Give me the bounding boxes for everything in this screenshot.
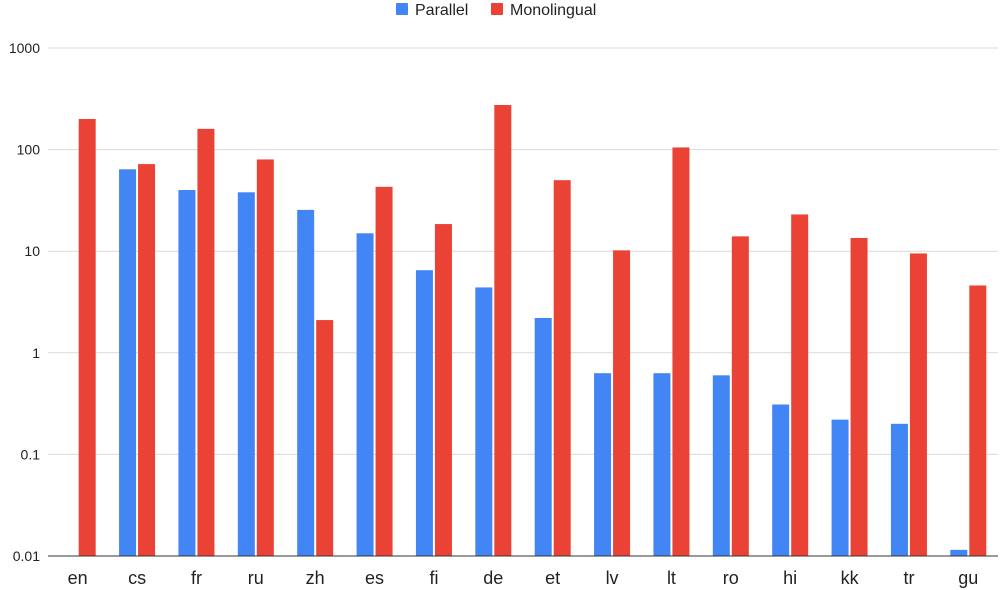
- x-tick-label: gu: [958, 568, 978, 588]
- x-tick-label: cs: [128, 568, 146, 588]
- x-tick-label: kk: [841, 568, 860, 588]
- bar-parallel-hi: [772, 404, 790, 556]
- bar-monolingual-zh: [316, 320, 334, 556]
- bar-monolingual-cs: [138, 164, 156, 556]
- bar-parallel-es: [356, 233, 374, 556]
- bar-monolingual-en: [78, 119, 96, 556]
- x-tick-label: ro: [723, 568, 739, 588]
- legend: Parallel Monolingual: [396, 2, 596, 19]
- bar-monolingual-hi: [791, 214, 809, 556]
- legend-swatch-monolingual: [491, 3, 503, 15]
- x-tick-label: es: [365, 568, 384, 588]
- x-tick-label: hi: [783, 568, 797, 588]
- y-tick-label: 100: [17, 142, 41, 158]
- bar-monolingual-fi: [434, 224, 452, 556]
- x-tick-label: fi: [429, 568, 438, 588]
- x-tick-label: zh: [306, 568, 325, 588]
- x-tick-label: de: [483, 568, 503, 588]
- bar-parallel-de: [475, 287, 493, 556]
- legend-label-monolingual: Monolingual: [510, 2, 596, 19]
- bar-parallel-cs: [119, 169, 137, 556]
- bar-monolingual-ro: [731, 236, 749, 556]
- x-tick-label: tr: [903, 568, 914, 588]
- bar-monolingual-ru: [256, 159, 274, 557]
- bar-parallel-gu: [950, 549, 968, 556]
- bar-parallel-fi: [415, 270, 433, 556]
- x-tick-label: ru: [248, 568, 264, 588]
- bar-parallel-kk: [831, 419, 849, 556]
- y-axis-tick-labels: 0.01 0.1 1 10 100 1000: [9, 40, 40, 564]
- legend-swatch-parallel: [396, 3, 408, 15]
- x-tick-label: en: [68, 568, 88, 588]
- y-tick-label: 1: [32, 345, 40, 361]
- bar-monolingual-et: [553, 180, 571, 557]
- y-tick-label: 1000: [9, 40, 40, 56]
- y-tick-label: 10: [24, 243, 40, 259]
- bar-monolingual-tr: [909, 253, 927, 556]
- bar-monolingual-lt: [672, 147, 690, 556]
- bar-monolingual-gu: [969, 285, 987, 556]
- x-tick-label: lt: [667, 568, 676, 588]
- bar-parallel-ru: [237, 192, 255, 556]
- bar-parallel-lv: [594, 373, 612, 556]
- bar-parallel-fr: [178, 190, 196, 556]
- legend-label-parallel: Parallel: [415, 2, 468, 19]
- bar-parallel-zh: [297, 209, 315, 557]
- x-tick-label: fr: [191, 568, 202, 588]
- bar-monolingual-es: [375, 186, 393, 556]
- x-tick-label: lv: [606, 568, 619, 588]
- bars: [78, 104, 987, 557]
- bar-parallel-ro: [712, 375, 730, 556]
- bar-parallel-tr: [890, 423, 908, 556]
- y-tick-label: 0.1: [21, 446, 41, 462]
- bar-monolingual-de: [494, 104, 512, 556]
- bar-parallel-et: [534, 318, 552, 556]
- x-axis-tick-labels: en cs fr ru zh es fi de et lv lt ro hi kk tr gu: [68, 568, 979, 588]
- bar-monolingual-fr: [197, 128, 215, 557]
- y-tick-label: 0.01: [13, 548, 40, 564]
- x-tick-label: et: [545, 568, 560, 588]
- bar-monolingual-lv: [613, 250, 631, 556]
- bar-monolingual-kk: [850, 237, 868, 557]
- bar-parallel-lt: [653, 373, 671, 556]
